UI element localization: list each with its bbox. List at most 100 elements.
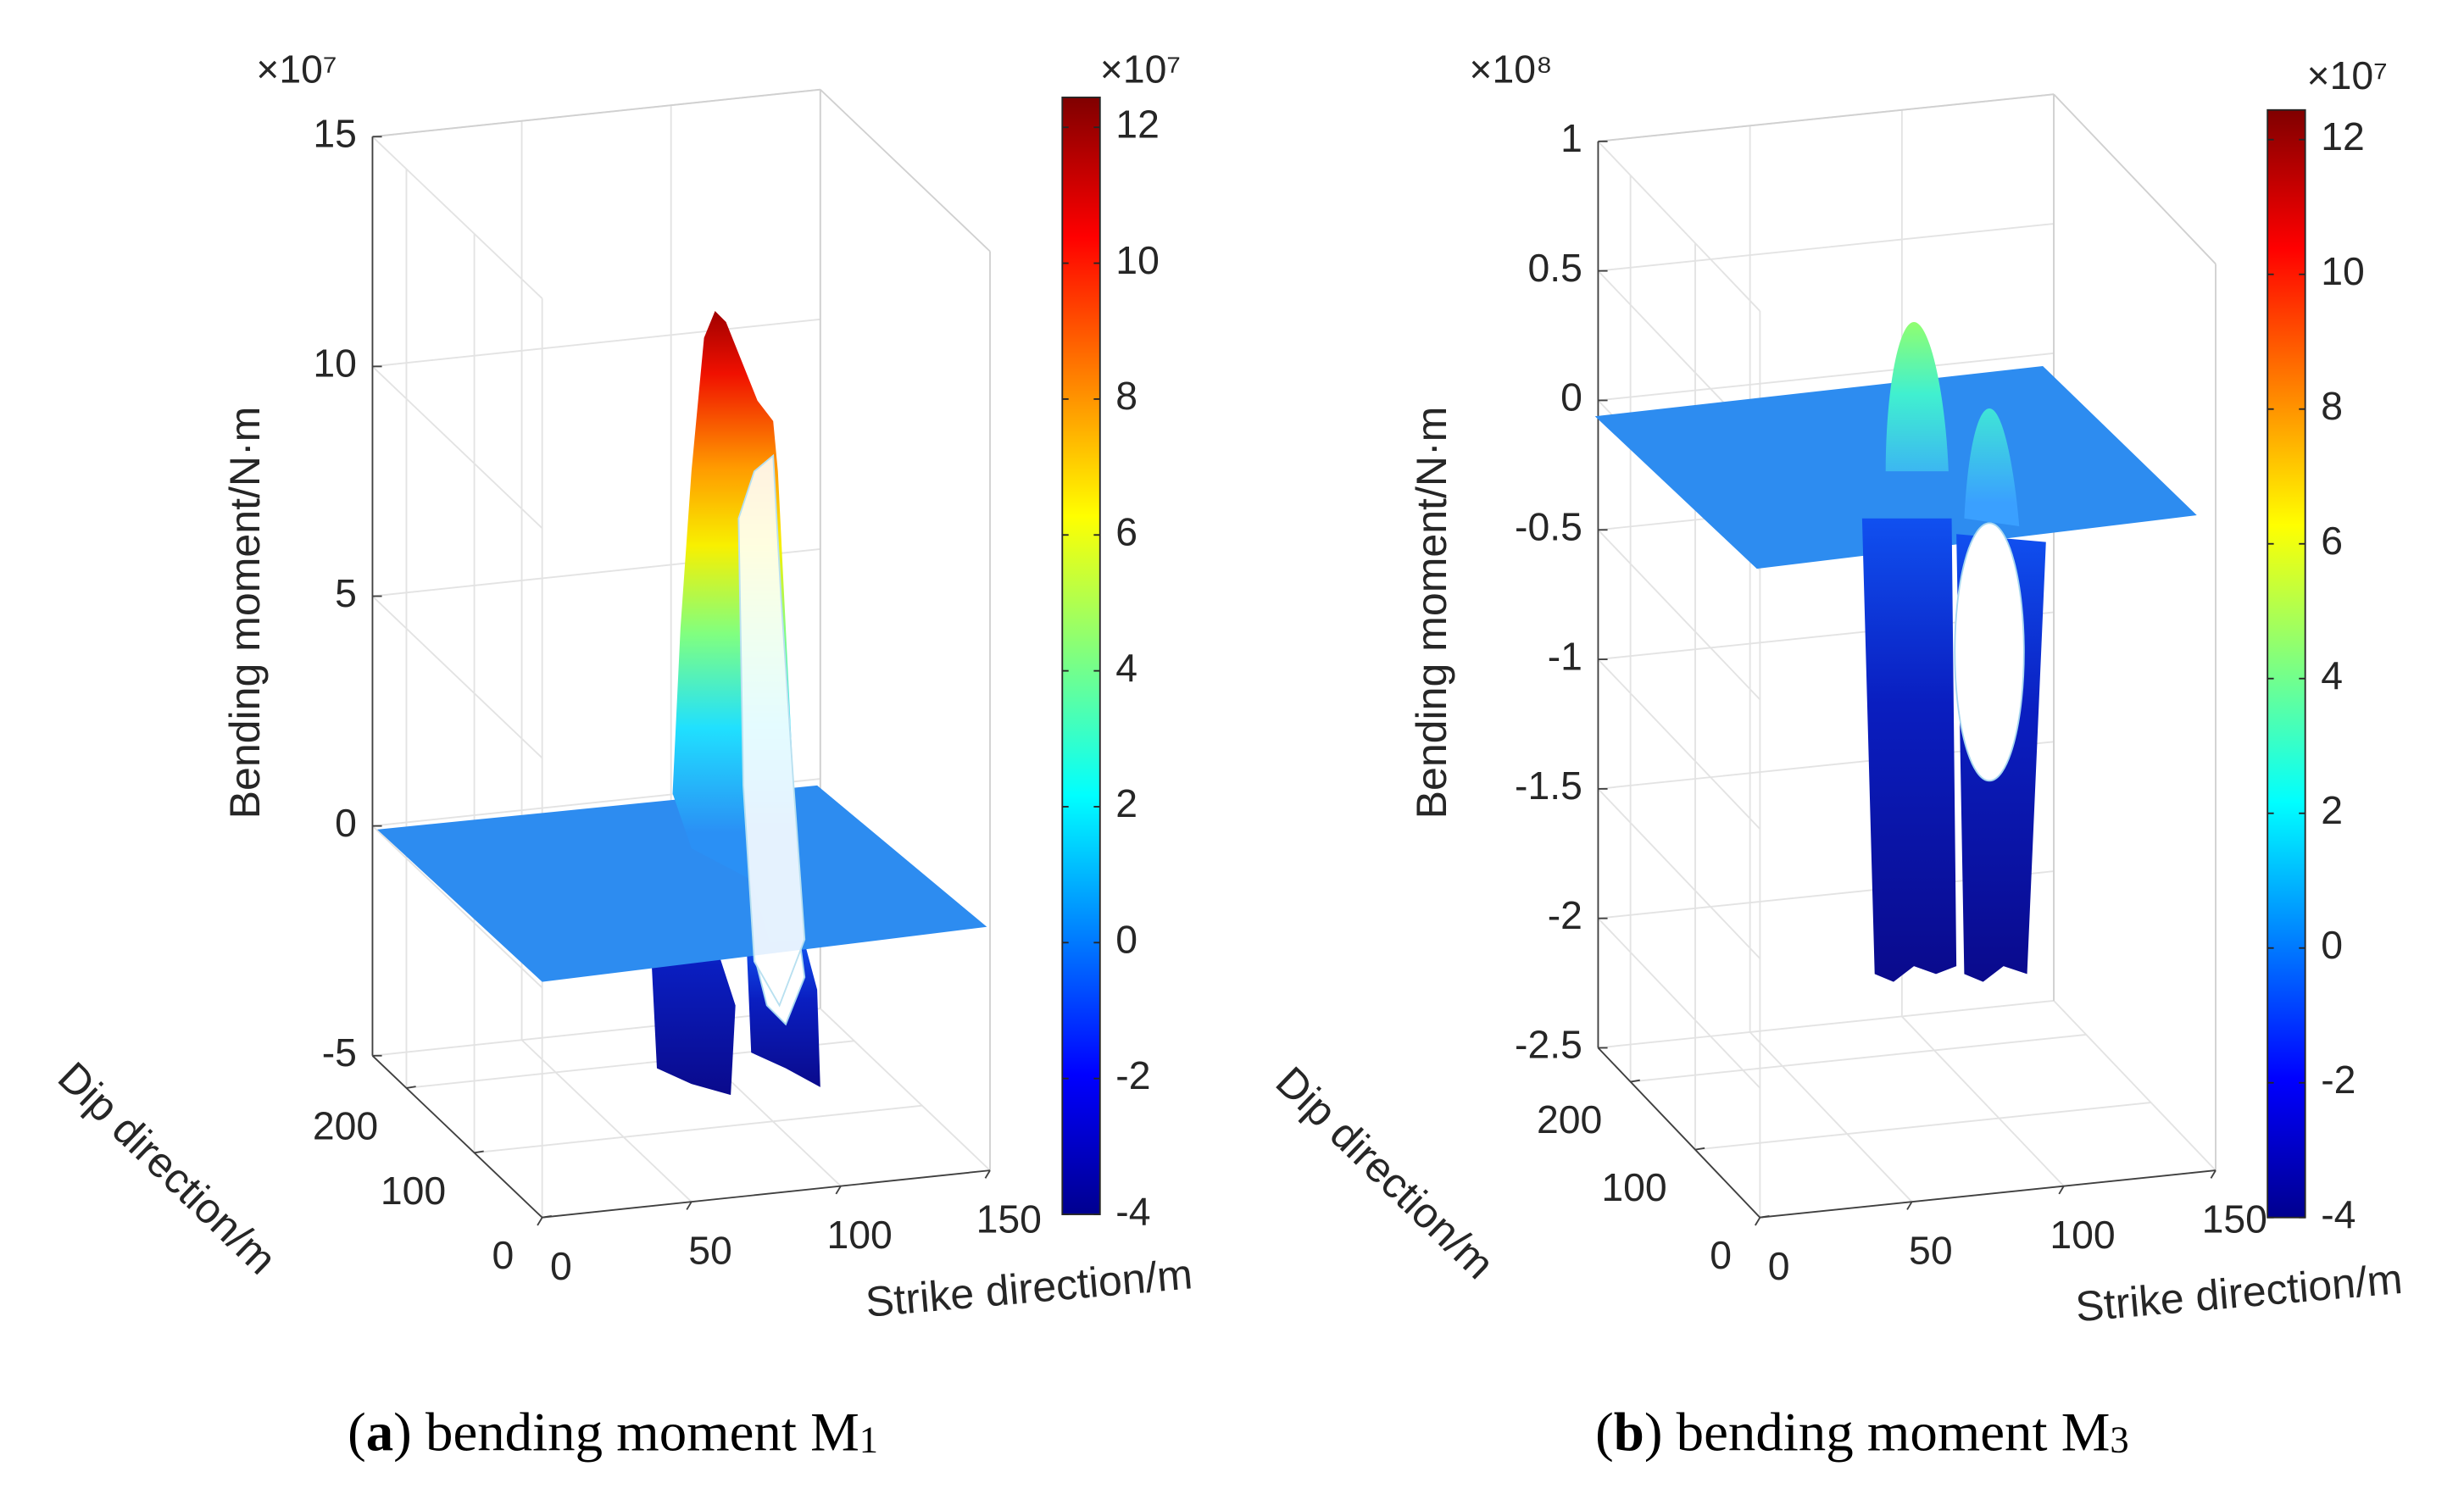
colorbar-tick-label: 10 bbox=[1115, 238, 1160, 282]
grid-line bbox=[1597, 529, 1761, 701]
x-tick-label: 100 bbox=[826, 1213, 892, 1257]
colorbar-tick-label: 2 bbox=[1115, 781, 1137, 825]
z-exponent: ×10⁷ bbox=[256, 47, 337, 92]
z-tick-label: -5 bbox=[322, 1030, 357, 1075]
caption-label: b bbox=[1614, 1402, 1644, 1463]
colorbar-tick-label: 6 bbox=[1115, 510, 1137, 554]
z-tick-label: 5 bbox=[335, 571, 357, 615]
grid-line bbox=[1749, 1031, 1913, 1202]
colorbar-tick-label: -2 bbox=[1115, 1053, 1150, 1097]
tick-mark bbox=[406, 1086, 416, 1089]
grid-line bbox=[371, 595, 543, 759]
caption-text: ) bending moment M bbox=[393, 1402, 859, 1463]
tick-mark bbox=[835, 1186, 842, 1195]
y-axis-label: Dip direction/m bbox=[49, 1052, 286, 1283]
z-tick-label: -1 bbox=[1548, 634, 1582, 678]
caption-label: a bbox=[366, 1402, 393, 1463]
z-tick-label: 15 bbox=[313, 112, 357, 156]
grid-line bbox=[371, 825, 543, 989]
colorbar-exponent: ×10⁷ bbox=[1100, 47, 1181, 92]
y-axis bbox=[1597, 1047, 1761, 1219]
z-tick-label: 10 bbox=[313, 342, 357, 386]
x-axis-label: Strike direction/m bbox=[864, 1250, 1194, 1325]
grid-line bbox=[1597, 788, 1761, 959]
colorbar-tick-label: -2 bbox=[2321, 1058, 2356, 1102]
x-axis bbox=[542, 1169, 991, 1219]
tick-mark bbox=[542, 1214, 552, 1219]
surface-peak bbox=[1964, 408, 2020, 527]
z-exponent: ×10⁸ bbox=[1469, 47, 1552, 92]
x-tick-label: 50 bbox=[688, 1229, 732, 1273]
grid-line bbox=[371, 136, 543, 299]
tick-mark bbox=[1694, 1147, 1705, 1151]
grid-line bbox=[372, 318, 820, 368]
x-tick-label: 0 bbox=[1768, 1244, 1790, 1288]
x-tick-label: 150 bbox=[976, 1197, 1042, 1241]
z-tick-label: 1 bbox=[1560, 116, 1582, 160]
grid-line bbox=[1597, 658, 1761, 830]
colorbar-tick-label: 2 bbox=[2321, 788, 2343, 832]
tick-mark bbox=[1755, 1217, 1761, 1226]
surface-mesh bbox=[1954, 522, 2025, 782]
z-tick-label: -2 bbox=[1548, 893, 1582, 937]
caption-text: ) bending moment M bbox=[1644, 1402, 2111, 1463]
y-tick-label: 100 bbox=[381, 1169, 446, 1213]
grid-line bbox=[1901, 1015, 2065, 1187]
tick-mark bbox=[686, 1201, 692, 1210]
z-axis-label: Bending moment/N·m bbox=[1408, 407, 1455, 819]
surface-plane bbox=[377, 785, 987, 982]
x-tick-label: 150 bbox=[2202, 1197, 2267, 1241]
x-tick-label: 0 bbox=[550, 1244, 572, 1288]
grid-line bbox=[1630, 1034, 2087, 1083]
z-tick-label: -2.5 bbox=[1515, 1023, 1582, 1067]
surface-mesh bbox=[737, 453, 806, 1008]
caption: (b) bending moment M3 bbox=[1595, 1402, 2129, 1463]
surface bbox=[1594, 322, 2197, 982]
tick-mark bbox=[1630, 1079, 1640, 1083]
grid-line bbox=[1598, 223, 2055, 272]
colorbar-tick-label: 0 bbox=[1115, 918, 1137, 962]
y-tick-label: 0 bbox=[492, 1233, 514, 1277]
box-edge bbox=[1598, 93, 2055, 142]
surface bbox=[377, 311, 987, 1096]
y-axis-label: Dip direction/m bbox=[1267, 1058, 1504, 1288]
tick-mark bbox=[537, 1217, 543, 1226]
grid-line bbox=[372, 1008, 820, 1057]
box-edge bbox=[820, 88, 991, 253]
caption: (a) bending moment M1 bbox=[348, 1402, 878, 1463]
surface-dip bbox=[1861, 518, 1957, 982]
colorbar-tick-label: -4 bbox=[2321, 1192, 2356, 1236]
colorbar bbox=[1061, 97, 1101, 1215]
z-axis-label: Bending moment/N·m bbox=[221, 407, 269, 819]
grid-line bbox=[1598, 352, 2055, 402]
y-axis bbox=[371, 1055, 543, 1219]
colorbar-tick-label: 6 bbox=[2321, 519, 2343, 563]
y-tick-label: 0 bbox=[1710, 1233, 1732, 1277]
grid-line bbox=[1694, 1102, 2151, 1151]
caption-prefix: ( bbox=[1595, 1402, 1614, 1463]
grid-line bbox=[1597, 918, 1761, 1089]
x-tick-label: 100 bbox=[2050, 1213, 2115, 1257]
surface-peak bbox=[1885, 322, 1949, 472]
colorbar-tick-label: 4 bbox=[1115, 646, 1137, 690]
z-tick-label: -0.5 bbox=[1515, 505, 1582, 549]
tick-mark bbox=[2058, 1186, 2065, 1195]
colorbar-exponent: ×10⁷ bbox=[2307, 53, 2388, 97]
caption-sub: 1 bbox=[859, 1419, 878, 1461]
x-tick-label: 50 bbox=[1909, 1229, 1953, 1273]
tick-mark bbox=[2210, 1169, 2216, 1179]
grid-line bbox=[1598, 999, 2055, 1049]
caption-sub: 3 bbox=[2110, 1419, 2128, 1461]
box-edge bbox=[2053, 93, 2216, 265]
z-tick-label: 0 bbox=[335, 801, 357, 845]
y-tick-label: 200 bbox=[313, 1103, 378, 1147]
tick-mark bbox=[1906, 1201, 1913, 1210]
grid-line bbox=[2053, 1000, 2216, 1171]
colorbar-tick-label: 10 bbox=[2321, 249, 2365, 293]
z-tick-label: 0 bbox=[1560, 375, 1582, 419]
colorbar-tick-label: 8 bbox=[2321, 384, 2343, 428]
colorbar-tick-label: 8 bbox=[1115, 374, 1137, 418]
colorbar-tick-label: 0 bbox=[2321, 923, 2343, 967]
